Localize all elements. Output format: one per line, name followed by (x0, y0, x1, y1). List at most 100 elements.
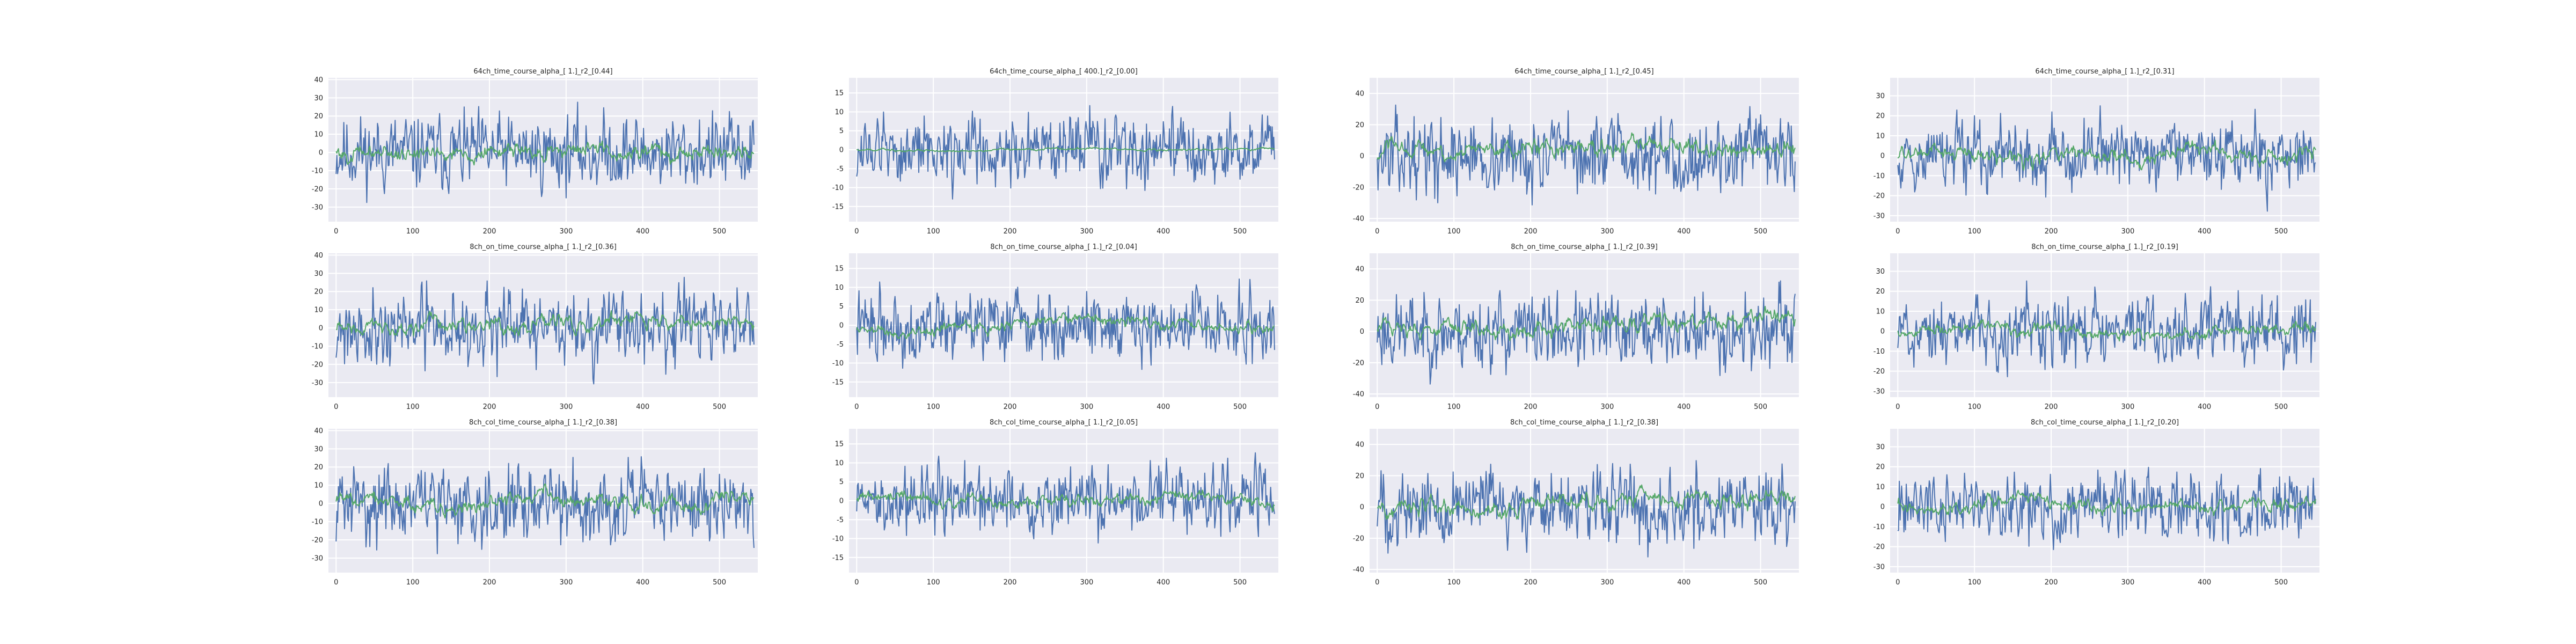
y-tick-label: 0 (1880, 503, 1885, 511)
series-line-1 (1897, 466, 2316, 551)
y-tick-label: -15 (832, 378, 844, 386)
y-tick-label: -10 (1874, 348, 1885, 356)
x-tick-label: 0 (854, 403, 859, 411)
series-line-2 (1377, 132, 1796, 163)
subplot-title: 64ch_time_course_alpha_[ 400.]_r2_[0.00] (990, 68, 1138, 76)
y-tick-label: -30 (1874, 563, 1885, 571)
y-tick-label: -40 (1353, 215, 1364, 223)
x-tick-label: 300 (559, 403, 573, 411)
x-tick-label: 300 (1600, 228, 1614, 236)
x-tick-label: 400 (636, 403, 649, 411)
series-line-1 (856, 452, 1275, 544)
y-tick-label: 0 (319, 500, 323, 508)
y-tick-label: -5 (837, 516, 844, 524)
y-tick-label: 0 (839, 497, 844, 506)
y-tick-label: 30 (1876, 443, 1885, 451)
series-line-2 (1377, 305, 1796, 341)
y-tick-label: 0 (1880, 328, 1885, 336)
y-tick-label: 20 (314, 288, 323, 296)
series-line-2 (856, 489, 1275, 512)
x-tick-label: 0 (1375, 403, 1379, 411)
y-tick-label: -20 (1874, 543, 1885, 551)
subplot-10: 0 100 200 300 400 500 -15 -10 -5 0 5 10 15 8ch_col_ti… (832, 419, 1278, 587)
x-tick-label: 500 (1233, 228, 1247, 236)
x-tick-label: 300 (2121, 403, 2134, 411)
series-line-1 (335, 101, 755, 203)
y-tick-label: -5 (837, 341, 844, 349)
series-line-2 (1897, 489, 2316, 516)
series-line-1 (1897, 105, 2316, 212)
x-tick-label: 200 (1524, 403, 1538, 411)
y-tick-label: 30 (314, 270, 323, 278)
y-tick-label: -40 (1353, 391, 1364, 399)
x-tick-label: 0 (334, 403, 338, 411)
x-tick-label: 200 (483, 403, 496, 411)
y-tick-label: -20 (312, 536, 323, 544)
x-tick-label: 100 (406, 403, 420, 411)
series-line-2 (856, 312, 1275, 339)
x-tick-label: 100 (1447, 579, 1461, 587)
y-tick-label: -20 (312, 361, 323, 369)
y-tick-label: 10 (314, 482, 323, 490)
x-tick-label: 100 (406, 579, 420, 587)
y-tick-label: 0 (319, 149, 323, 157)
x-tick-label: 500 (1754, 228, 1767, 236)
y-tick-label: 15 (835, 265, 844, 273)
x-tick-label: 500 (2274, 228, 2288, 236)
x-tick-label: 300 (1080, 579, 1093, 587)
x-tick-label: 300 (559, 579, 573, 587)
x-tick-label: 300 (1600, 403, 1614, 411)
x-tick-label: 200 (2045, 403, 2058, 411)
series-line-1 (1377, 104, 1796, 206)
x-tick-label: 0 (1896, 403, 1900, 411)
y-tick-label: 0 (1880, 152, 1885, 160)
y-tick-label: 40 (1355, 266, 1364, 274)
y-tick-label: 40 (1355, 90, 1364, 98)
x-tick-label: 500 (2274, 403, 2288, 411)
series-line-1 (335, 276, 755, 385)
y-tick-label: 20 (1355, 297, 1364, 305)
y-tick-label: 10 (835, 284, 844, 292)
y-tick-label: 10 (314, 306, 323, 314)
x-tick-label: 100 (927, 403, 940, 411)
plot-area (328, 253, 758, 397)
series-line-1 (856, 105, 1275, 200)
x-tick-label: 100 (1968, 579, 1981, 587)
x-tick-label: 300 (2121, 579, 2134, 587)
y-tick-label: 15 (835, 441, 844, 449)
y-tick-label: 10 (314, 131, 323, 139)
x-tick-label: 400 (2198, 228, 2211, 236)
subplot-title: 8ch_on_time_course_alpha_[ 1.]_r2_[0.19] (2031, 243, 2178, 251)
y-tick-label: 5 (839, 127, 844, 135)
series-line-2 (857, 147, 1275, 152)
x-tick-label: 0 (1896, 228, 1900, 236)
subplot-12: 0 100 200 300 400 500 -30 -20 -10 0 10 20 30 8ch_col_… (1874, 419, 2319, 587)
x-tick-label: 0 (1896, 579, 1900, 587)
y-tick-label: -15 (832, 554, 844, 562)
y-tick-label: -10 (312, 167, 323, 175)
plot-area (1890, 253, 2319, 397)
series-line-2 (1897, 140, 2316, 171)
y-tick-label: -20 (1353, 359, 1364, 367)
subplot-title: 8ch_col_time_course_alpha_[ 1.]_r2_[0.38… (1510, 419, 1658, 427)
y-tick-label: 20 (314, 464, 323, 472)
series-line-1 (1897, 280, 2316, 377)
y-tick-label: 10 (835, 459, 844, 467)
y-tick-label: 30 (1876, 268, 1885, 276)
x-tick-label: 500 (1754, 403, 1767, 411)
series-line-1 (1377, 280, 1796, 385)
y-tick-label: -20 (312, 185, 323, 193)
y-tick-label: 40 (314, 427, 323, 435)
y-tick-label: 0 (1360, 503, 1364, 511)
y-tick-label: -20 (1874, 192, 1885, 200)
y-tick-label: -10 (312, 518, 323, 526)
x-tick-label: 400 (636, 228, 649, 236)
x-tick-label: 400 (1157, 403, 1170, 411)
subplot-title: 8ch_on_time_course_alpha_[ 1.]_r2_[0.39] (1511, 243, 1658, 251)
x-tick-label: 100 (927, 579, 940, 587)
y-tick-label: 0 (1360, 152, 1364, 160)
subplot-11: 0 100 200 300 400 500 -40 -20 0 20 40 8ch_col_time_… (1353, 419, 1799, 587)
subplot-2: 0 100 200 300 400 500 -15 -10 -5 0 5 10 15 64ch_time_… (832, 68, 1278, 236)
x-tick-label: 200 (1004, 403, 1017, 411)
